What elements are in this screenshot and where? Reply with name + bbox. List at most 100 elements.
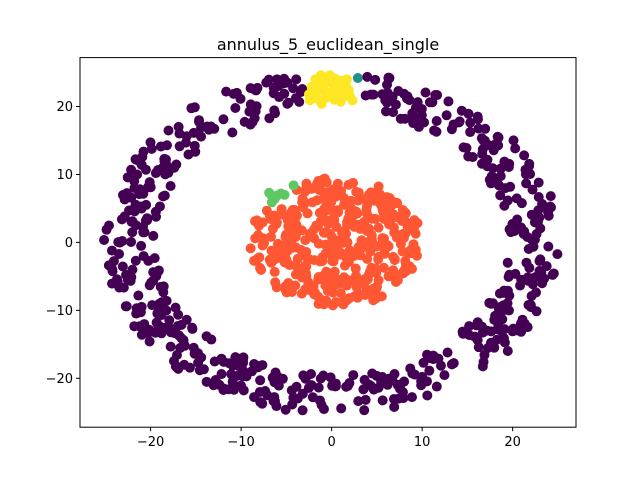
data-point-cluster-0: [273, 380, 284, 391]
data-point-cluster-0: [268, 82, 279, 93]
data-point-cluster-0: [477, 361, 488, 372]
data-point-cluster-0: [161, 140, 172, 151]
data-point-cluster-0: [189, 102, 200, 113]
data-point-cluster-0: [193, 348, 204, 359]
data-point-cluster-0: [383, 73, 394, 84]
data-point-cluster-0: [537, 278, 548, 289]
data-point-cluster-0: [144, 336, 155, 347]
points-layer: [99, 70, 563, 416]
data-point-cluster-0: [107, 266, 118, 277]
data-point-cluster-2: [324, 70, 335, 81]
data-point-cluster-0: [527, 273, 538, 284]
data-point-cluster-1: [269, 266, 280, 277]
data-point-cluster-0: [149, 253, 160, 264]
data-point-cluster-1: [276, 204, 287, 215]
data-point-cluster-0: [144, 280, 155, 291]
data-point-cluster-0: [370, 74, 381, 85]
data-point-cluster-0: [261, 77, 272, 88]
data-point-cluster-0: [511, 193, 522, 204]
data-point-cluster-0: [103, 220, 114, 231]
data-point-cluster-2: [342, 74, 353, 85]
data-point-cluster-1: [335, 247, 346, 258]
data-point-cluster-0: [487, 298, 498, 309]
data-point-cluster-0: [473, 342, 484, 353]
data-point-cluster-1: [250, 216, 261, 227]
data-point-cluster-1: [342, 220, 353, 231]
data-point-cluster-0: [494, 288, 505, 299]
data-point-cluster-0: [165, 181, 176, 192]
data-point-cluster-1: [287, 287, 297, 297]
data-point-cluster-1: [332, 274, 343, 285]
data-point-cluster-0: [489, 342, 500, 353]
data-point-cluster-1: [313, 176, 324, 187]
data-point-cluster-0: [491, 309, 502, 320]
data-point-cluster-0: [495, 190, 506, 201]
data-point-cluster-1: [338, 296, 349, 307]
data-point-cluster-0: [138, 146, 149, 157]
data-point-cluster-0: [486, 171, 497, 182]
data-point-cluster-0: [99, 234, 110, 245]
data-point-cluster-4: [288, 180, 299, 191]
data-point-cluster-1: [361, 208, 372, 219]
data-point-cluster-0: [120, 301, 131, 312]
data-point-cluster-0: [431, 126, 442, 137]
data-point-cluster-1: [249, 255, 260, 266]
data-point-cluster-0: [502, 346, 513, 357]
data-point-cluster-0: [251, 85, 262, 96]
data-point-cluster-1: [320, 239, 331, 250]
data-point-cluster-0: [526, 209, 537, 220]
data-point-cluster-0: [479, 349, 490, 360]
data-point-cluster-1: [388, 251, 399, 262]
data-point-cluster-0: [421, 376, 432, 387]
data-point-cluster-0: [176, 319, 187, 330]
data-point-cluster-0: [150, 168, 161, 179]
data-point-cluster-0: [465, 127, 476, 138]
data-point-cluster-1: [271, 218, 282, 229]
data-point-cluster-0: [129, 183, 140, 194]
data-point-cluster-0: [107, 278, 118, 289]
data-point-cluster-0: [151, 271, 162, 282]
data-point-cluster-0: [126, 192, 137, 203]
data-point-cluster-0: [488, 145, 499, 156]
data-point-cluster-0: [521, 257, 532, 268]
data-point-cluster-0: [269, 392, 280, 403]
data-point-cluster-1: [330, 297, 341, 308]
data-point-cluster-0: [524, 158, 535, 169]
data-point-cluster-1: [352, 208, 363, 219]
data-point-cluster-1: [328, 256, 339, 267]
data-point-cluster-0: [295, 86, 306, 97]
data-point-cluster-1: [301, 261, 312, 272]
data-point-cluster-0: [196, 131, 207, 142]
data-point-cluster-1: [351, 270, 361, 281]
data-point-cluster-1: [359, 278, 370, 289]
data-point-cluster-2: [347, 95, 358, 106]
data-point-cluster-4: [272, 190, 283, 201]
data-point-cluster-0: [454, 116, 465, 127]
data-point-cluster-0: [307, 392, 318, 403]
data-point-cluster-0: [144, 180, 155, 191]
data-point-cluster-0: [143, 324, 154, 335]
data-point-cluster-0: [216, 369, 227, 380]
data-point-cluster-0: [495, 301, 506, 312]
data-point-cluster-1: [350, 263, 361, 274]
data-point-cluster-2: [343, 85, 354, 96]
data-point-cluster-0: [123, 205, 134, 216]
data-point-cluster-0: [146, 143, 157, 154]
data-point-cluster-0: [231, 87, 242, 98]
data-point-cluster-1: [397, 205, 408, 216]
data-point-cluster-1: [349, 250, 360, 261]
x-tick-label: 0: [327, 435, 335, 450]
data-point-cluster-1: [370, 213, 381, 224]
data-point-cluster-1: [301, 271, 312, 282]
data-point-cluster-0: [390, 99, 401, 110]
data-point-cluster-1: [312, 195, 323, 206]
data-point-cluster-1: [384, 203, 395, 214]
data-point-cluster-0: [219, 383, 230, 394]
data-point-cluster-1: [279, 257, 290, 268]
data-point-cluster-0: [461, 142, 472, 153]
data-point-cluster-0: [406, 392, 417, 403]
data-point-cluster-0: [472, 114, 483, 125]
data-point-cluster-1: [309, 289, 320, 300]
y-tick-label: 20: [56, 100, 73, 115]
data-point-cluster-0: [238, 385, 249, 396]
